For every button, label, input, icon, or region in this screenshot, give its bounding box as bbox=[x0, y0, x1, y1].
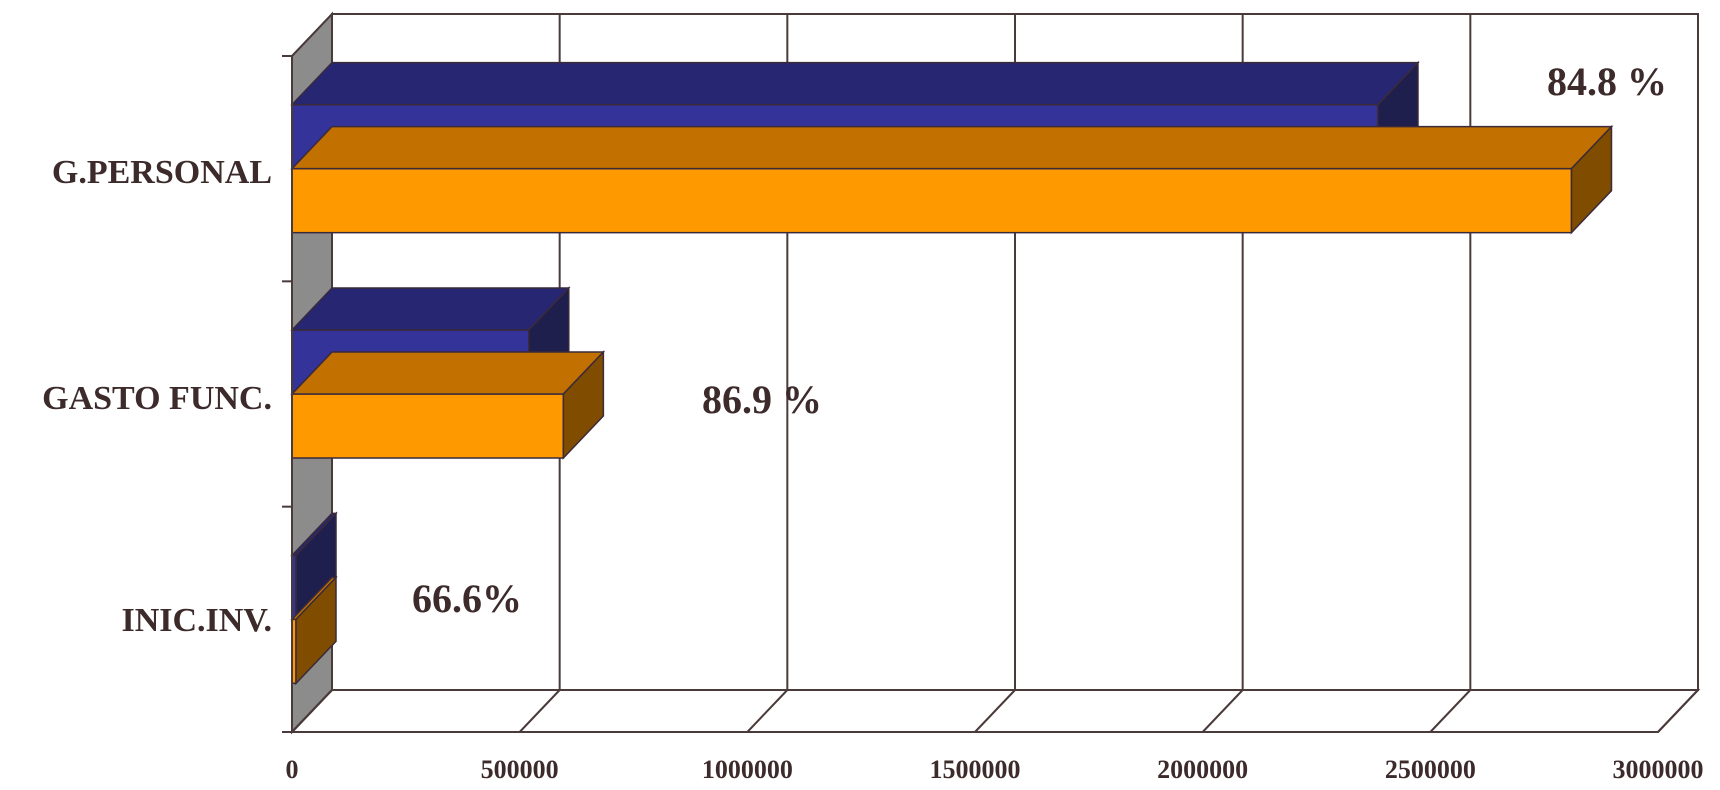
percent-label-g-personal: 84.8 % bbox=[1547, 59, 1667, 104]
bar-series bbox=[290, 60, 1614, 686]
category-label-g-personal: G.PERSONAL bbox=[52, 154, 272, 191]
x-tick-label: 0 bbox=[286, 755, 299, 784]
bar-orange-1-top bbox=[290, 351, 606, 395]
percent-label-gasto-func: 86.9 % bbox=[702, 377, 822, 422]
bar-blue-0-top bbox=[290, 61, 1420, 106]
category-label-gasto-func: GASTO FUNC. bbox=[42, 380, 272, 417]
x-tick-label: 2000000 bbox=[1157, 755, 1248, 784]
floor-gridline bbox=[518, 689, 561, 733]
chart-labels: G.PERSONAL GASTO FUNC. INIC.INV. 84.8 % … bbox=[42, 59, 1667, 639]
x-tick-labels: 0 500000 1000000 1500000 2000000 2500000 30000… bbox=[286, 755, 1704, 784]
floor-gridline bbox=[974, 689, 1016, 733]
floor-gridline bbox=[1429, 689, 1472, 733]
x-tick-label: 2500000 bbox=[1385, 755, 1476, 784]
bar-orange-0-side bbox=[1570, 124, 1613, 235]
floor-gridline bbox=[746, 689, 789, 733]
x-tick-label: 1500000 bbox=[930, 755, 1021, 784]
x-tick-label: 3000000 bbox=[1613, 755, 1704, 784]
bar-blue-1-top bbox=[290, 287, 571, 331]
percent-label-inic-inv: 66.6% bbox=[412, 576, 522, 621]
x-tick-label: 1000000 bbox=[702, 755, 793, 784]
bar-orange-1 bbox=[290, 350, 606, 460]
bar-orange-2-side bbox=[295, 575, 337, 686]
bar-orange-1-side bbox=[562, 350, 605, 460]
bar-orange-0-top bbox=[290, 125, 1614, 170]
x-tick-label: 500000 bbox=[481, 755, 559, 784]
floor-gridline bbox=[1201, 689, 1244, 733]
category-label-inic-inv: INIC.INV. bbox=[121, 602, 272, 639]
axes bbox=[282, 55, 1658, 733]
floor-gridline bbox=[1657, 689, 1699, 733]
bar-orange-1-front bbox=[291, 393, 565, 459]
floor-gridline bbox=[291, 689, 333, 733]
bar-orange-0 bbox=[290, 124, 1614, 235]
bar-orange-0-front bbox=[291, 167, 1573, 234]
